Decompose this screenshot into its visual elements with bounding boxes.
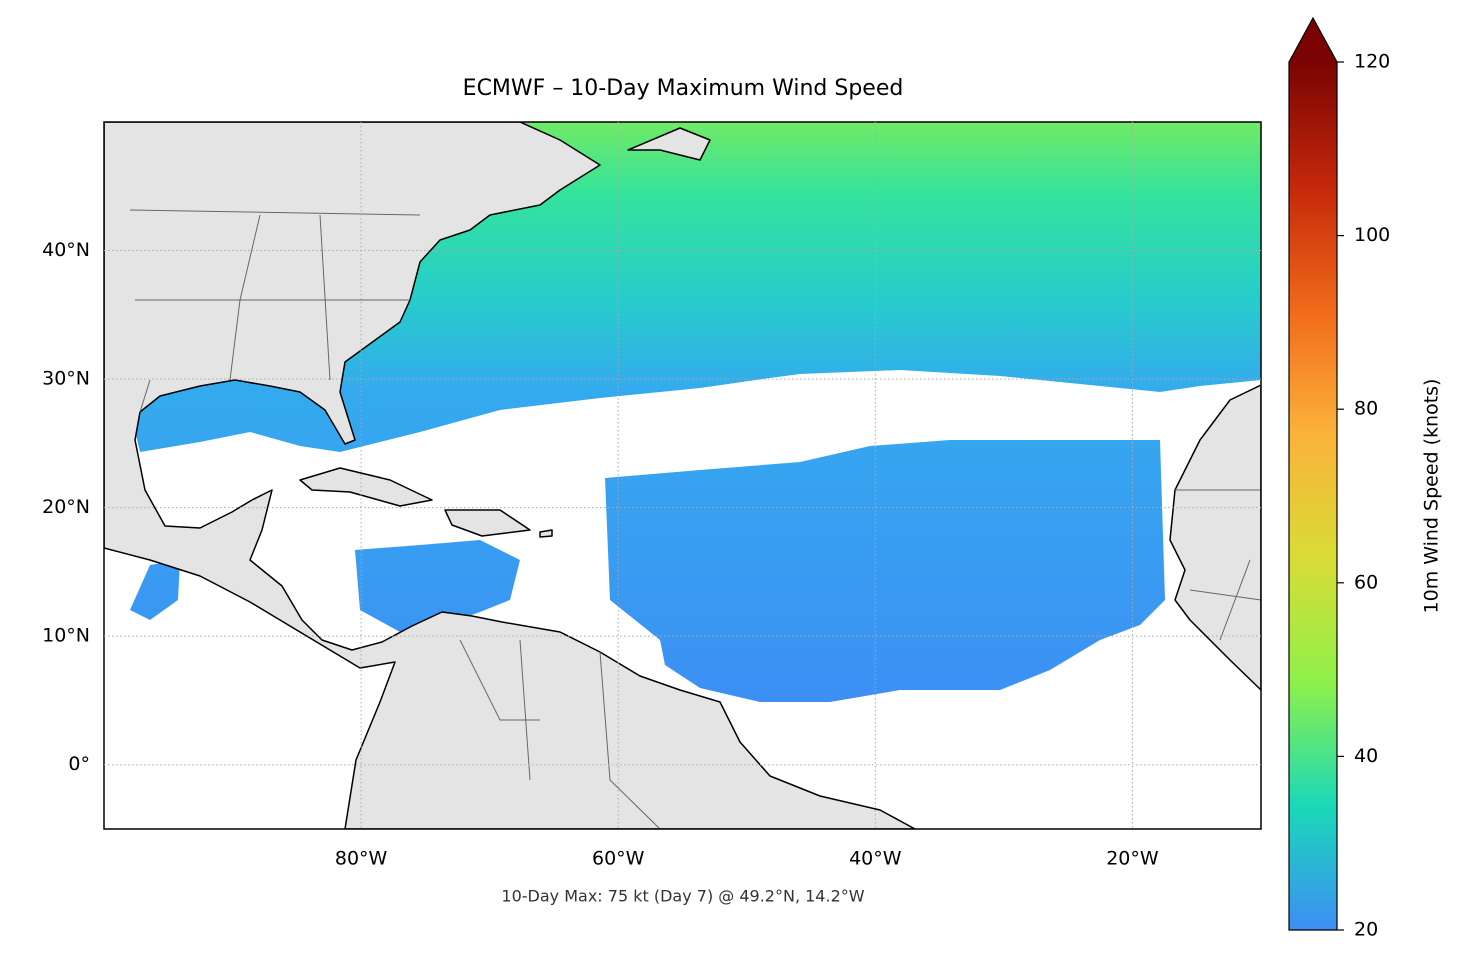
x-tick-label: 40°W bbox=[849, 848, 902, 870]
island bbox=[299, 467, 433, 507]
y-tick-label: 40°N bbox=[42, 239, 90, 261]
island bbox=[539, 529, 553, 538]
map bbox=[104, 122, 1261, 829]
x-tick-label: 80°W bbox=[335, 848, 388, 870]
colorbar-label: 10m Wind Speed (knots) bbox=[1421, 379, 1443, 614]
island bbox=[627, 127, 711, 161]
colorbar-tick-label: 40 bbox=[1354, 745, 1378, 767]
y-tick-label: 20°N bbox=[42, 496, 90, 518]
chart-title: ECMWF – 10-Day Maximum Wind Speed bbox=[463, 76, 904, 101]
map-frame bbox=[103, 121, 1262, 830]
wind-field bbox=[355, 540, 520, 632]
colorbar bbox=[1289, 62, 1337, 930]
colorbar-tick-label: 80 bbox=[1354, 398, 1378, 420]
x-tick-label: 20°W bbox=[1106, 848, 1159, 870]
border bbox=[129, 209, 1261, 829]
colorbar-tick-label: 20 bbox=[1354, 919, 1378, 941]
y-tick-label: 30°N bbox=[42, 368, 90, 390]
colorbar-tick-label: 120 bbox=[1354, 51, 1390, 73]
annotation: 10-Day Max: 75 kt (Day 7) @ 49.2°N, 14.2… bbox=[501, 887, 864, 906]
y-tick-label: 0° bbox=[68, 753, 90, 775]
wind-field bbox=[130, 560, 180, 620]
land bbox=[1169, 384, 1261, 691]
land bbox=[104, 122, 916, 829]
x-tick-label: 60°W bbox=[592, 848, 645, 870]
colorbar-tick-label: 60 bbox=[1354, 571, 1378, 593]
colorbar-frame bbox=[1288, 16, 1338, 931]
colorbar-extend bbox=[1289, 18, 1337, 62]
colorbar-tick-label: 100 bbox=[1354, 224, 1390, 246]
y-tick-label: 10°N bbox=[42, 625, 90, 647]
island bbox=[444, 509, 531, 537]
